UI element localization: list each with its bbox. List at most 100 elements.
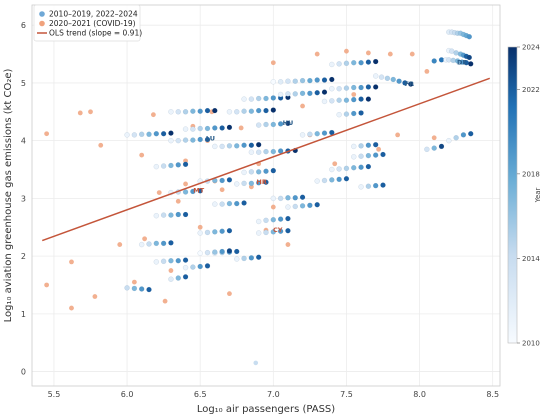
covid-point — [227, 291, 232, 297]
series-point — [248, 169, 255, 175]
series-point — [256, 169, 262, 175]
series-point — [380, 151, 386, 158]
annotation-label: LU — [206, 135, 215, 143]
series-point — [241, 108, 247, 114]
series-point — [314, 90, 320, 96]
series-point — [248, 180, 255, 187]
series-point — [175, 138, 181, 144]
covid-point — [139, 152, 145, 158]
series-point — [241, 142, 247, 148]
series-point — [226, 200, 233, 207]
series-point — [358, 153, 364, 159]
covid-point — [69, 259, 74, 265]
series-point — [299, 77, 306, 84]
series-point — [226, 248, 233, 254]
x-tick-label: 6.0 — [121, 390, 134, 399]
annotation-label: HR — [256, 178, 266, 186]
series-point — [285, 204, 291, 210]
series-points — [124, 29, 474, 366]
series-point — [160, 131, 167, 137]
series-point — [329, 76, 335, 83]
series-point — [373, 183, 379, 189]
series-point — [292, 91, 298, 97]
series-point — [358, 110, 364, 116]
series-point — [438, 143, 445, 150]
x-tick-label: 7.5 — [340, 390, 353, 399]
series-point — [212, 229, 218, 235]
series-point — [307, 202, 313, 208]
series-point — [263, 179, 269, 185]
legend-box — [33, 4, 141, 42]
series-point — [212, 125, 218, 131]
colorbar-tick-label: 2010 — [522, 340, 540, 348]
covid-point — [98, 142, 104, 148]
series-point — [168, 212, 174, 218]
series-point — [365, 96, 372, 102]
series-point — [204, 263, 211, 269]
series-point — [190, 264, 196, 270]
series-point — [466, 34, 472, 40]
series-point — [460, 132, 467, 138]
series-point — [139, 286, 145, 292]
series-point — [234, 143, 240, 149]
series-point — [431, 145, 437, 151]
series-point — [468, 61, 474, 67]
series-point — [197, 125, 203, 132]
series-point — [453, 135, 459, 141]
covid-point — [168, 268, 174, 273]
series-point — [402, 80, 408, 86]
series-point — [292, 203, 298, 210]
x-tick-label: 8.5 — [486, 390, 499, 399]
series-point — [197, 250, 203, 256]
series-point — [321, 177, 328, 184]
series-point — [343, 111, 350, 117]
series-point — [197, 188, 203, 194]
series-point — [365, 153, 372, 159]
covid-point — [77, 110, 83, 116]
series-point — [431, 58, 437, 64]
series-point — [256, 122, 262, 128]
series-point — [219, 248, 225, 255]
x-tick-label: 8.0 — [413, 390, 426, 399]
series-point — [270, 107, 276, 113]
series-point — [453, 50, 459, 56]
legend-label-trend: OLS trend (slope = 0.91) — [49, 29, 142, 38]
covid-point — [117, 242, 123, 247]
series-point — [285, 120, 291, 126]
series-point — [248, 255, 255, 261]
series-point — [256, 149, 262, 155]
series-point — [277, 195, 284, 202]
y-tick-label: 0 — [21, 368, 26, 377]
covid-point — [44, 282, 50, 288]
series-point — [307, 90, 313, 96]
series-point — [241, 255, 247, 262]
series-point — [139, 241, 145, 248]
series-point — [204, 107, 211, 114]
colorbar-tick-label: 2014 — [522, 255, 540, 263]
covid-point — [44, 131, 50, 137]
series-point — [234, 109, 240, 115]
series-point — [234, 181, 240, 187]
series-point — [365, 142, 372, 148]
y-tick-label: 1 — [21, 310, 26, 319]
series-point — [321, 89, 328, 95]
series-point — [329, 61, 335, 68]
series-point — [270, 95, 276, 101]
series-point — [336, 97, 342, 103]
series-point — [321, 130, 328, 136]
series-point — [226, 228, 233, 234]
covid-point — [409, 51, 415, 57]
series-point — [277, 121, 284, 127]
covid-point — [131, 279, 137, 285]
series-point — [299, 132, 306, 138]
series-point — [329, 86, 335, 92]
series-point — [182, 265, 189, 271]
series-point — [390, 76, 396, 83]
series-point — [241, 200, 247, 206]
country-annotations: HU LU MT HR CY FR DE — [193, 58, 467, 233]
series-point — [329, 166, 335, 173]
series-point — [248, 142, 255, 148]
series-point — [190, 188, 196, 195]
series-point — [226, 109, 233, 115]
plot-frame — [31, 4, 501, 387]
